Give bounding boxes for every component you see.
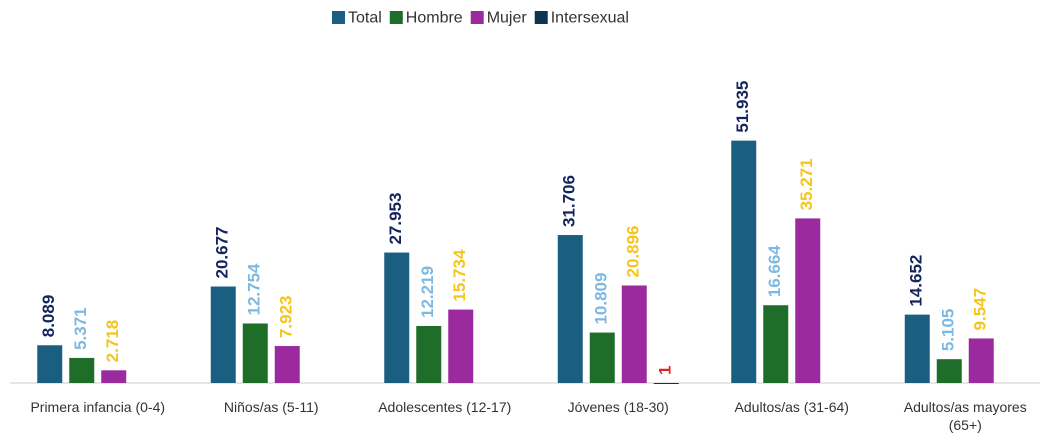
- bar: [274, 346, 300, 383]
- bar: [936, 359, 962, 383]
- legend-swatch: [534, 11, 548, 24]
- bar: [621, 285, 647, 383]
- bar: [210, 286, 236, 383]
- data-label: 8.089: [39, 295, 58, 338]
- bar: [557, 235, 583, 383]
- bar: [795, 218, 821, 383]
- legend-swatch: [389, 11, 403, 24]
- bar: [448, 309, 474, 383]
- data-label: 2.718: [103, 320, 122, 363]
- data-label: 16.664: [765, 245, 784, 298]
- bar: [904, 314, 930, 383]
- data-label: 14.652: [907, 255, 926, 307]
- bar: [384, 252, 410, 383]
- data-label: 15.734: [450, 249, 469, 302]
- bar: [69, 357, 95, 383]
- x-tick-label: Adolescentes (12-17): [378, 399, 512, 415]
- x-tick-label: Adultos/as mayores (65+): [903, 399, 1027, 433]
- data-label: 20.896: [624, 225, 643, 277]
- data-label: 35.271: [797, 158, 816, 210]
- bar: [731, 140, 757, 383]
- bar: [589, 332, 615, 383]
- bar: [37, 345, 63, 383]
- x-tick-label: Niños/as (5-11): [223, 399, 319, 415]
- bar: [242, 323, 268, 383]
- bar: [416, 325, 442, 383]
- bar: [101, 370, 127, 383]
- legend-label: Mujer: [487, 10, 528, 27]
- legend-swatch: [332, 11, 345, 24]
- legend-label: Hombre: [406, 10, 463, 27]
- bar: [763, 305, 789, 383]
- data-label: 7.923: [277, 295, 296, 338]
- data-label: 20.677: [213, 227, 232, 279]
- x-tick-label: Adultos/as (31-64): [734, 399, 849, 415]
- data-label: 31.706: [560, 175, 579, 227]
- legend-label: Total: [348, 10, 382, 27]
- data-label: 10.809: [592, 273, 611, 325]
- data-label: 9.547: [971, 288, 990, 331]
- bar: [968, 338, 994, 383]
- legend-swatch: [470, 11, 484, 24]
- data-label: 5.371: [71, 307, 90, 350]
- x-tick-label: Jóvenes (18-30): [567, 399, 669, 415]
- bar: [653, 382, 679, 384]
- data-label: 51.935: [733, 81, 752, 133]
- data-label: 12.219: [418, 266, 437, 318]
- data-label: 27.953: [386, 193, 405, 245]
- legend-label: Intersexual: [551, 10, 629, 27]
- data-label: 12.754: [245, 263, 264, 316]
- x-tick-label: Primera infancia (0-4): [30, 399, 166, 415]
- data-label: 5.105: [939, 309, 958, 352]
- data-label: 1: [656, 366, 675, 375]
